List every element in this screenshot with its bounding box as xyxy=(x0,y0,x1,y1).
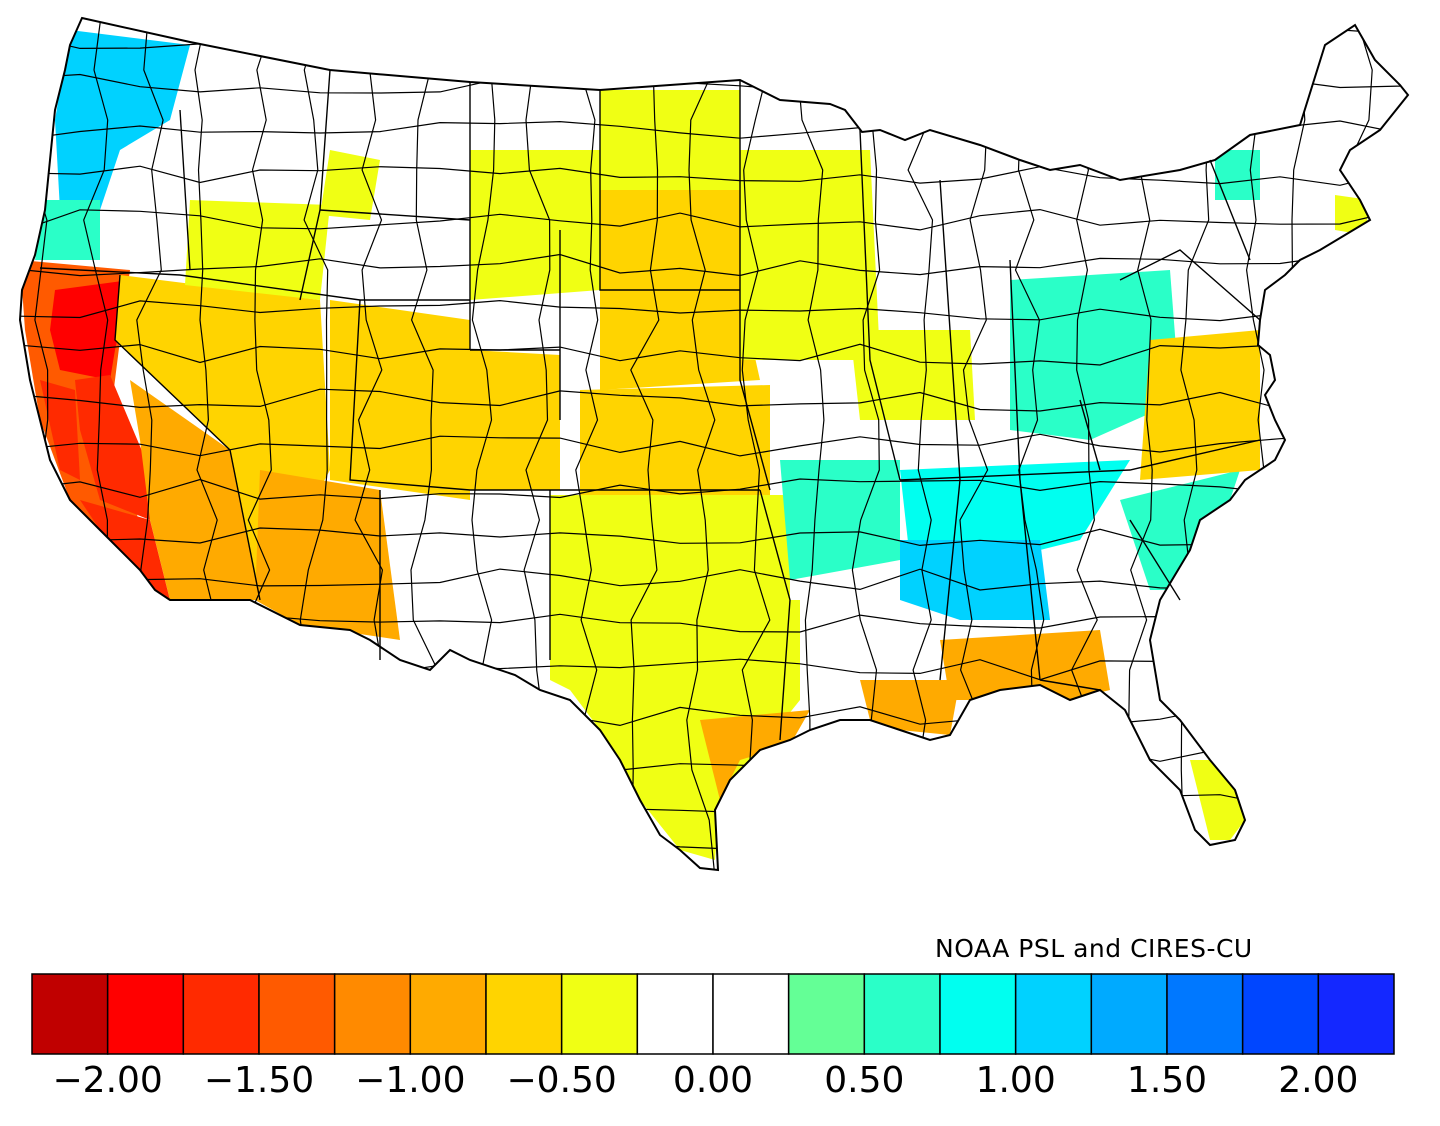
legend-box-10 xyxy=(787,973,866,1055)
color-scale-legend: −2.00 −1.50 −1.00 −0.50 0.00 0.50 1.00 1.50 2.00 xyxy=(31,973,1395,1101)
legend-box-0 xyxy=(31,973,109,1055)
division-kansas xyxy=(580,385,770,495)
division-tennessee-valley xyxy=(900,460,1130,560)
division-gulf-coast-al-fl xyxy=(940,630,1110,700)
division-boundary xyxy=(686,19,716,870)
division-boundary xyxy=(20,208,1401,232)
division-boundary xyxy=(629,19,660,870)
legend-box-8 xyxy=(636,973,714,1055)
division-illinois-missouri xyxy=(850,330,975,420)
division-wyoming-east xyxy=(470,150,600,300)
division-louisiana-coast xyxy=(860,680,960,735)
division-boundary xyxy=(1014,19,1045,870)
legend-box-9 xyxy=(712,973,790,1055)
division-california-sacramento xyxy=(50,280,130,380)
division-boundary xyxy=(20,343,1401,367)
legend-box-5 xyxy=(409,973,487,1055)
division-oklahoma xyxy=(550,495,790,600)
division-boundary xyxy=(20,299,1401,322)
legend-tick-label: 2.00 xyxy=(1278,1060,1358,1101)
division-boundary xyxy=(20,253,1401,277)
division-south-dakota xyxy=(600,190,740,300)
legend-box-14 xyxy=(1090,973,1168,1055)
division-boundary xyxy=(20,478,1400,500)
division-california-san-joaquin xyxy=(75,375,150,520)
legend-box-4 xyxy=(333,973,412,1055)
legend-box-6 xyxy=(485,973,563,1055)
legend-tick-label: −0.50 xyxy=(507,1060,617,1101)
division-minnesota-iowa xyxy=(740,150,880,360)
division-boundary xyxy=(1344,19,1376,870)
division-boundary xyxy=(20,165,1401,186)
legend-box-12 xyxy=(939,973,1017,1055)
division-north-dakota xyxy=(600,90,740,190)
legend-tick-labels: −2.00 −1.50 −1.00 −0.50 0.00 0.50 1.00 1.50 2.00 xyxy=(53,1060,1359,1101)
division-carolinas xyxy=(1120,470,1240,590)
division-boundary xyxy=(1289,19,1317,870)
division-idaho-south xyxy=(185,200,330,300)
division-boundary xyxy=(20,527,1401,547)
division-california-southeast-desert xyxy=(130,380,265,600)
legend-tick-label: 0.00 xyxy=(673,1060,753,1101)
division-nebraska xyxy=(600,290,760,390)
legend-color-boxes xyxy=(31,973,1395,1055)
legend-box-7 xyxy=(560,973,639,1055)
division-boundary xyxy=(20,29,1401,51)
division-arizona xyxy=(255,470,400,640)
legend-box-13 xyxy=(1014,973,1093,1055)
legend-box-17 xyxy=(1317,973,1395,1055)
division-boundary xyxy=(24,19,54,870)
climate-division-fills xyxy=(20,30,1370,860)
legend-tick-label: 0.50 xyxy=(824,1060,904,1101)
division-boundary xyxy=(739,19,771,870)
division-colorado-west xyxy=(470,350,560,490)
legend-tick-label: 1.00 xyxy=(976,1060,1056,1101)
legend-box-1 xyxy=(106,973,185,1055)
us-map xyxy=(18,16,1410,872)
legend-tick-label: −1.50 xyxy=(204,1060,314,1101)
division-oregon-coast xyxy=(35,200,100,260)
division-boundary xyxy=(20,388,1401,412)
division-california-central-coast xyxy=(40,380,80,480)
division-ohio-valley xyxy=(1010,270,1180,440)
division-florida-peninsula xyxy=(1190,760,1245,840)
legend-tick-label: 1.50 xyxy=(1127,1060,1207,1101)
us-outline xyxy=(18,16,1410,872)
division-massachusetts-east xyxy=(1335,195,1370,235)
division-boundary xyxy=(20,433,1401,457)
legend-box-2 xyxy=(182,973,260,1055)
legend-tick-label: −2.00 xyxy=(53,1060,163,1101)
legend-tick-label: −1.00 xyxy=(355,1060,465,1101)
division-new-york-north xyxy=(1215,150,1260,200)
division-arkansas xyxy=(780,460,900,580)
division-boundary xyxy=(797,19,825,870)
division-montana-southwest xyxy=(320,150,380,220)
state-borders xyxy=(39,69,1261,741)
division-texas xyxy=(550,600,800,860)
legend-box-16 xyxy=(1241,973,1320,1055)
legend-box-3 xyxy=(258,973,336,1055)
division-mississippi-alabama xyxy=(900,540,1050,620)
legend-box-11 xyxy=(863,973,941,1055)
legend-box-15 xyxy=(1166,973,1244,1055)
division-washington-coast xyxy=(55,30,190,210)
data-source-credit: NOAA PSL and CIRES-CU xyxy=(935,934,1253,963)
division-boundary xyxy=(851,19,881,870)
